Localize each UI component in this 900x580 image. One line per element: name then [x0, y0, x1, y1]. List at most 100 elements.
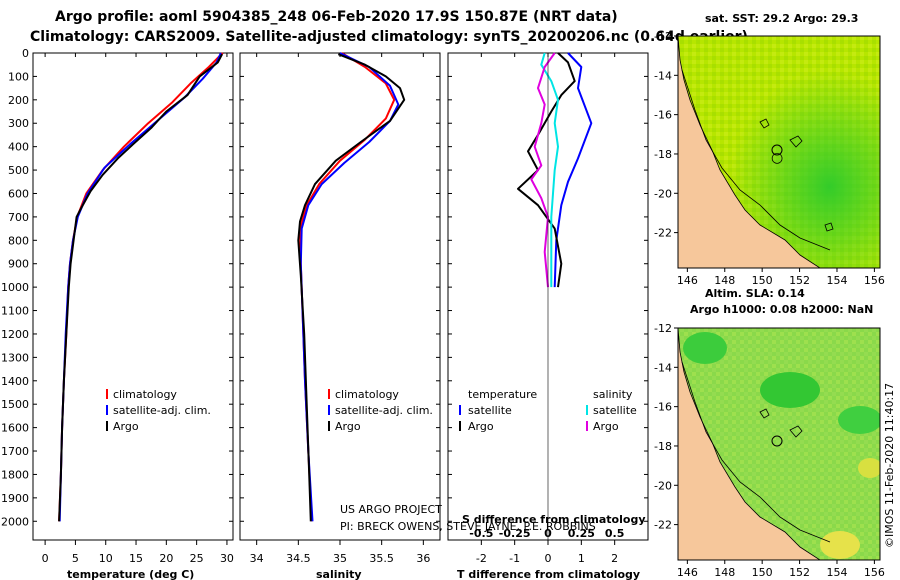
temperature-plot: 0 5 10 15 20 25 30 — [42, 52, 234, 565]
legend-label-argo: Argo — [335, 420, 361, 433]
depth-tick-label: 2000 — [1, 515, 29, 528]
series-line-t-satellite — [553, 52, 593, 288]
temperature-legend: climatology satellite-adj. clim. Argo — [106, 388, 211, 433]
credit-project: US ARGO PROJECT — [340, 503, 442, 516]
map-x-tick-label: 148 — [714, 274, 735, 287]
legend-swatch-climatology — [328, 389, 330, 399]
map-x-tick-label: 154 — [826, 274, 847, 287]
s-tick-label: -0.25 — [499, 527, 531, 540]
depth-tick-label: 1800 — [1, 468, 29, 481]
sla-map-subtitle: Argo h1000: 0.08 h2000: NaN — [690, 303, 873, 316]
imos-credit: ©IMOS 11-Feb-2020 11:40:17 — [883, 383, 896, 548]
legend-label-climatology: climatology — [335, 388, 399, 401]
legend-swatch-satellite — [328, 405, 330, 415]
map-y-tick-label: -20 — [654, 187, 672, 200]
series-line-climatology — [58, 52, 224, 522]
legend-label-satellite: satellite-adj. clim. — [113, 404, 211, 417]
x-tick-label: 35 — [333, 552, 347, 565]
sst-map-axes: 146 148 150 152 154 156 -12 -14 -16 -18 -20 -22 — [654, 30, 885, 287]
depth-axis: 0 100 200 300 400 500 600 700 800 900 1000 1100 1200… — [1, 47, 648, 528]
sla-map-title: Altim. SLA: 0.14 — [705, 287, 805, 300]
series-line-climatology — [299, 52, 396, 522]
series-line-satellite-adj-clim- — [299, 52, 400, 522]
salinity-plot: 34 34.5 35 35.5 36 — [250, 52, 430, 565]
legend-label-argo: Argo — [113, 420, 139, 433]
legend-swatch-s-satellite — [586, 405, 588, 415]
x-tick-label: 36 — [416, 552, 430, 565]
sla-map-frame — [677, 327, 881, 561]
depth-tick-label: 700 — [8, 211, 29, 224]
sst-map: sat. SST: 29.2 Argo: 29.3 ○ — [677, 12, 881, 269]
salinity-xlabel: salinity — [316, 568, 362, 580]
sla-low-patch — [820, 531, 860, 559]
reef-outline — [771, 435, 783, 447]
depth-tick-label: 100 — [8, 70, 29, 83]
x-tick-label: 1 — [578, 552, 585, 565]
depth-tick-label: 1700 — [1, 445, 29, 458]
x-tick-label: 25 — [190, 552, 204, 565]
difference-plot: -2 -1 0 1 2 -0.5 -0.25 0 0.25 0.5 — [469, 52, 624, 565]
difference-legend: temperature salinity satellite Argo sate… — [459, 388, 637, 433]
reef-outline — [824, 222, 834, 232]
x-tick-label: 34.5 — [286, 552, 311, 565]
land-mask — [678, 36, 821, 268]
x-tick-label: 35.5 — [369, 552, 394, 565]
salinity-legend: climatology satellite-adj. clim. Argo — [328, 388, 433, 433]
depth-tick-label: 500 — [8, 164, 29, 177]
s-tick-label: -0.5 — [469, 527, 493, 540]
depth-tick-label: 1900 — [1, 492, 29, 505]
x-tick-label: 5 — [72, 552, 79, 565]
map-y-tick-label: -14 — [654, 361, 672, 374]
sla-map: Altim. SLA: 0.14 Argo h1000: 0.08 h2000:… — [677, 287, 881, 561]
depth-tick-label: 1200 — [1, 328, 29, 341]
map-x-tick-label: 146 — [677, 274, 698, 287]
legend-header-temperature: temperature — [468, 388, 537, 401]
map-x-tick-label: 146 — [677, 566, 698, 579]
reef-outline — [789, 135, 803, 148]
map-x-tick-label: 154 — [826, 566, 847, 579]
legend-label-t-satellite: satellite — [468, 404, 512, 417]
depth-tick-label: 400 — [8, 141, 29, 154]
reef-outline — [771, 144, 783, 156]
x-tick-label: 20 — [159, 552, 173, 565]
sst-map-frame — [677, 35, 881, 269]
map-x-tick-label: 152 — [789, 566, 810, 579]
map-x-tick-label: 148 — [714, 566, 735, 579]
x-tick-label: 10 — [99, 552, 113, 565]
sla-high-patch — [838, 406, 880, 434]
x-tick-label: -1 — [509, 552, 520, 565]
x-tick-label: -2 — [476, 552, 487, 565]
legend-swatch-argo — [328, 421, 330, 431]
difference-xlabel: T difference from climatology — [457, 568, 640, 580]
x-tick-label: 34 — [250, 552, 264, 565]
legend-swatch-t-satellite — [459, 405, 461, 415]
depth-tick-label: 900 — [8, 258, 29, 271]
sla-map-axes: 146 148 150 152 154 156 -12 -14 -16 -18 -20 -22 — [654, 322, 885, 579]
sla-high-patch — [683, 332, 727, 364]
depth-tick-label: 800 — [8, 234, 29, 247]
map-x-tick-label: 150 — [752, 274, 773, 287]
sla-low-patch — [858, 458, 880, 478]
series-line-s-argo — [530, 52, 556, 288]
x-tick-label: 2 — [611, 552, 618, 565]
s-tick-label: 0.25 — [568, 527, 595, 540]
reef-outline — [789, 425, 803, 438]
series-line-argo — [297, 53, 406, 522]
depth-tick-label: 300 — [8, 117, 29, 130]
legend-label-climatology: climatology — [113, 388, 177, 401]
legend-swatch-argo — [106, 421, 108, 431]
x-tick-label: 30 — [220, 552, 234, 565]
temperature-panel — [32, 52, 234, 541]
map-y-tick-label: -20 — [654, 479, 672, 492]
isobath-line — [681, 69, 831, 251]
map-y-tick-label: -22 — [654, 519, 672, 532]
legend-label-s-satellite: satellite — [593, 404, 637, 417]
map-y-tick-label: -18 — [654, 148, 672, 161]
map-y-tick-label: -16 — [654, 109, 672, 122]
depth-tick-label: 200 — [8, 94, 29, 107]
land-mask — [678, 328, 821, 560]
series-line-argo — [58, 53, 223, 522]
depth-tick-label: 1100 — [1, 305, 29, 318]
map-y-tick-label: -12 — [654, 30, 672, 43]
depth-tick-label: 1000 — [1, 281, 29, 294]
